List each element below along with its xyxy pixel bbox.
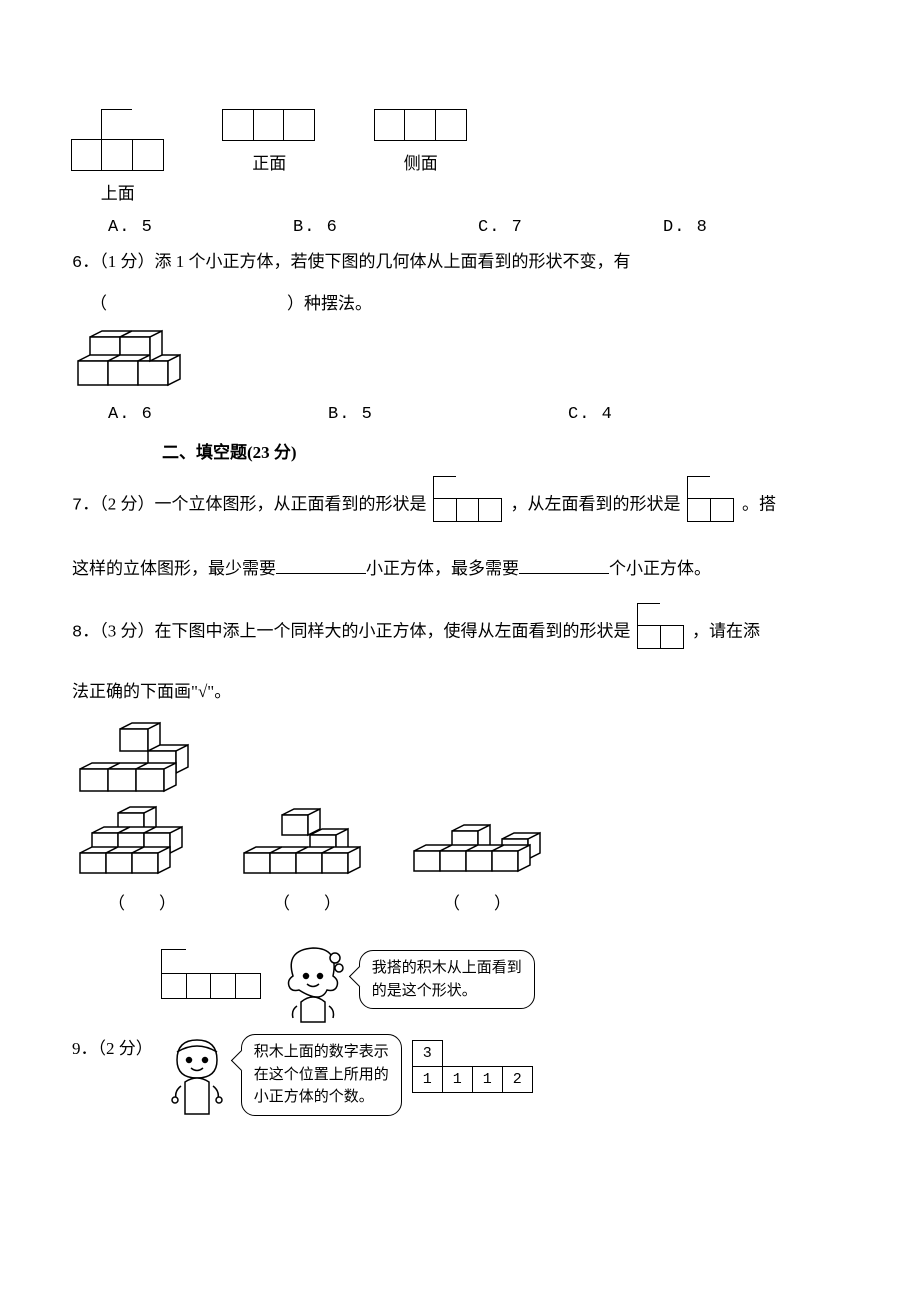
- girl-speech: 我搭的积木从上面看到 的是这个形状。: [359, 950, 535, 1009]
- q8-paren-1: （ ）: [108, 889, 176, 914]
- q8-paren-2: （ ）: [273, 889, 341, 914]
- q6-opt-b: B. 5: [328, 405, 568, 424]
- q8-option-1[interactable]: （ ）: [72, 803, 212, 914]
- q9: 9．（2 分） 我搭的积木从上面看到 的: [72, 944, 848, 1130]
- q6-opt-a: A. 6: [108, 405, 328, 424]
- q6-blank-close: ）种摆法。: [287, 294, 372, 313]
- boy-speech-l2: 在这个位置上所用的: [254, 1064, 389, 1087]
- q6-number: 6．: [72, 254, 99, 273]
- q8-option-2[interactable]: （ ）: [232, 803, 382, 914]
- q8-figures: （ ） （ ）: [72, 719, 848, 914]
- q7-number: 7．: [72, 496, 99, 515]
- girl-icon: [273, 944, 351, 1030]
- q5-opt-c: C. 7: [478, 218, 663, 237]
- q6-options: A. 6 B. 5 C. 4: [108, 405, 848, 424]
- girl-speech-l1: 我搭的积木从上面看到: [372, 957, 522, 980]
- q7-blank1[interactable]: [276, 557, 366, 574]
- q8-fig-1: [72, 803, 212, 885]
- q7-t3: 。搭: [742, 494, 776, 513]
- q5-opt-a: A. 5: [108, 218, 293, 237]
- q7-left-shape: [689, 477, 734, 534]
- q5-views: 上面正面侧面: [72, 110, 848, 204]
- q7-front-shape: [435, 477, 503, 534]
- q8-points: （3 分）: [99, 621, 154, 640]
- q7-points: （2 分）: [99, 494, 154, 513]
- q8-fig-2: [232, 803, 382, 885]
- girl-speech-l2: 的是这个形状。: [372, 980, 522, 1003]
- q6-text: 添 1 个小正方体，若使下图的几何体从上面看到的形状不变，有: [154, 252, 630, 271]
- q8-t1: 在下图中添上一个同样大的小正方体，使得从左面看到的形状是: [154, 621, 630, 640]
- q6-opt-c: C. 4: [568, 405, 848, 424]
- q7-line2: 这样的立体图形，最少需要 小正方体，最多需要 个小正方体。: [72, 552, 848, 586]
- worksheet-page: 上面正面侧面 A. 5 B. 6 C. 7 D. 8 6．（1 分）添 1 个小…: [0, 0, 920, 1190]
- q6-line2: （ ）种摆法。: [90, 287, 848, 321]
- q6-blank-open: （: [90, 294, 107, 313]
- q9-points: （2 分）: [98, 1039, 153, 1058]
- q7-line1: 7．（2 分）一个立体图形，从正面看到的形状是 ，从左面看到的形状是 。搭: [72, 477, 848, 534]
- q6-line1: 6．（1 分）添 1 个小正方体，若使下图的几何体从上面看到的形状不变，有: [72, 245, 848, 281]
- q9-label: 9．（2 分）: [72, 944, 153, 1059]
- q9-table: 31112: [412, 1040, 533, 1093]
- q7-l2c: 个小正方体。: [609, 559, 711, 578]
- boy-speech: 积木上面的数字表示 在这个位置上所用的 小正方体的个数。: [241, 1034, 402, 1116]
- boy-speech-l3: 小正方体的个数。: [254, 1086, 389, 1109]
- q8-option-3[interactable]: （ ）: [402, 803, 552, 914]
- section2-title: 二、填空题(23 分): [162, 438, 848, 463]
- q8-line2: 法正确的下面画"√"。: [72, 675, 848, 709]
- q8-fig-3: [402, 803, 552, 885]
- q8-left-shape: [639, 604, 684, 661]
- q6-figure: [72, 329, 848, 391]
- q7-blank2[interactable]: [519, 557, 609, 574]
- q7-l2a: 这样的立体图形，最少需要: [72, 559, 276, 578]
- boy-icon: [159, 1034, 231, 1130]
- q8-paren-3: （ ）: [443, 889, 511, 914]
- q9-top-shape: [163, 950, 261, 1004]
- q8-number: 8．: [72, 623, 99, 642]
- q5-opt-d: D. 8: [663, 218, 848, 237]
- q7-l2b: 小正方体，最多需要: [366, 559, 519, 578]
- q5-opt-b: B. 6: [293, 218, 478, 237]
- q8-t2: ，请在添: [692, 621, 760, 640]
- boy-speech-l1: 积木上面的数字表示: [254, 1041, 389, 1064]
- q8-fig-top: [72, 719, 222, 797]
- q7-t1: 一个立体图形，从正面看到的形状是: [154, 494, 426, 513]
- q5-options: A. 5 B. 6 C. 7 D. 8: [108, 218, 848, 237]
- q8-line1: 8．（3 分）在下图中添上一个同样大的小正方体，使得从左面看到的形状是 ，请在添: [72, 604, 848, 661]
- q7-t2: ，从左面看到的形状是: [510, 494, 680, 513]
- q9-number: 9．: [72, 1039, 98, 1058]
- q6-points: （1 分）: [99, 252, 154, 271]
